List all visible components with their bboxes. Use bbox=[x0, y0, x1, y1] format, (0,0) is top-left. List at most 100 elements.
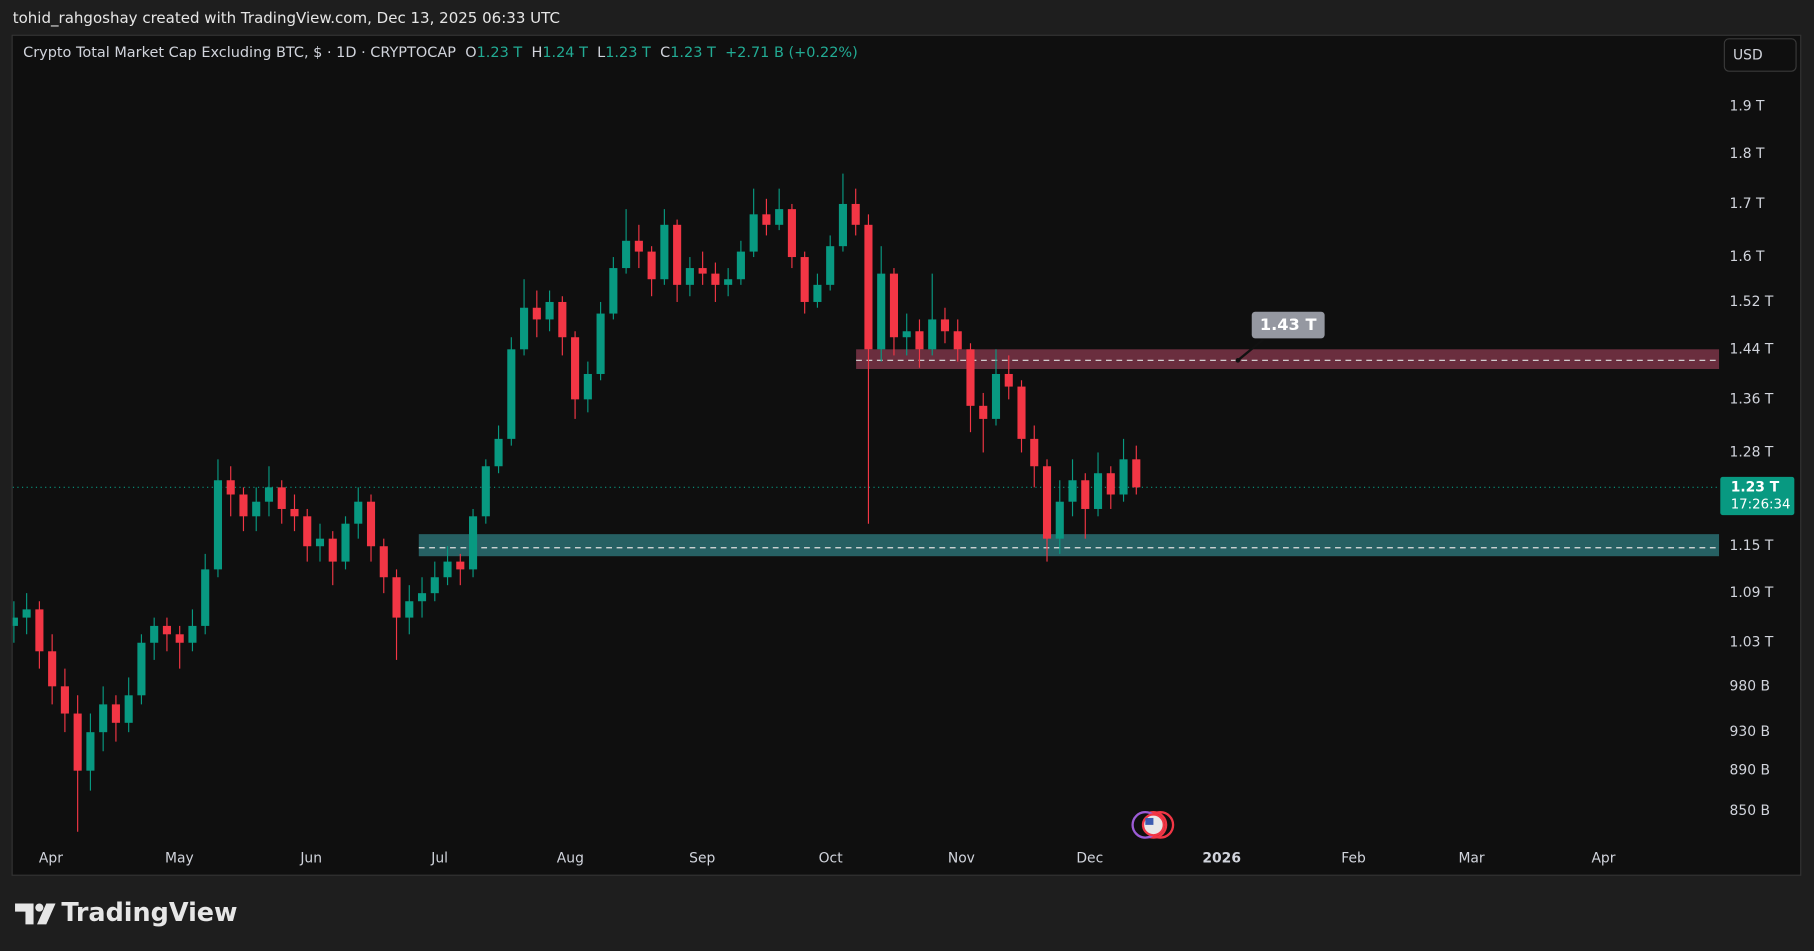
candle-body bbox=[609, 268, 618, 314]
candle-body bbox=[86, 732, 95, 771]
candle-body bbox=[724, 279, 733, 285]
y-tick-label: 1.7 T bbox=[1730, 196, 1765, 212]
annotation-dot bbox=[1235, 358, 1241, 363]
last-price-badge bbox=[1720, 476, 1795, 516]
ohlc-key: O bbox=[465, 45, 476, 61]
candle-body bbox=[813, 284, 822, 302]
candle-body bbox=[392, 577, 401, 618]
y-tick-label: 1.15 T bbox=[1730, 538, 1774, 554]
chart-title: Crypto Total Market Cap Excluding BTC, $… bbox=[23, 45, 456, 61]
candle-body bbox=[851, 203, 860, 225]
candle-body bbox=[73, 713, 82, 771]
candle-body bbox=[456, 561, 465, 570]
x-tick-label: Aug bbox=[557, 850, 584, 866]
x-tick-label: Jun bbox=[299, 850, 322, 866]
candle-body bbox=[685, 268, 694, 285]
candle-body bbox=[277, 487, 286, 509]
candle-body bbox=[341, 523, 350, 562]
ohlc-value: 1.23 T bbox=[605, 45, 651, 61]
y-tick-label: 1.6 T bbox=[1730, 249, 1765, 265]
candle-body bbox=[736, 251, 745, 280]
candle-body bbox=[303, 516, 312, 547]
currency-label[interactable]: USD bbox=[1733, 48, 1763, 64]
x-tick-label: Apr bbox=[1591, 850, 1615, 866]
candle-body bbox=[1017, 386, 1026, 439]
candle-body bbox=[162, 625, 171, 635]
candle-body bbox=[698, 268, 707, 274]
x-tick-label: Mar bbox=[1458, 850, 1484, 866]
candle-body bbox=[1068, 480, 1077, 502]
candle-body bbox=[596, 313, 605, 374]
candle-body bbox=[111, 704, 120, 723]
candle-body bbox=[60, 686, 69, 714]
candle-body bbox=[787, 209, 796, 258]
candle-body bbox=[826, 246, 835, 285]
candle-body bbox=[889, 273, 899, 338]
y-tick-label: 850 B bbox=[1730, 803, 1770, 819]
candle-body bbox=[775, 209, 784, 225]
y-tick-label: 930 B bbox=[1730, 724, 1770, 740]
countdown: 17:26:34 bbox=[1731, 498, 1791, 513]
candle-body bbox=[481, 466, 490, 517]
ohlc-value: 1.23 T bbox=[477, 45, 523, 61]
brand-name: TradingView bbox=[61, 898, 237, 928]
candle-body bbox=[315, 538, 325, 547]
candle-body bbox=[264, 487, 274, 502]
candle-body bbox=[99, 704, 108, 733]
candle-body bbox=[507, 349, 516, 439]
last-price-label: 1.23 T bbox=[1731, 479, 1780, 495]
y-tick-label: 1.03 T bbox=[1730, 635, 1774, 651]
x-tick-label: Dec bbox=[1076, 850, 1103, 866]
candle-body bbox=[150, 625, 159, 643]
candle-body bbox=[979, 405, 988, 419]
candle-body bbox=[749, 214, 758, 252]
candle-body bbox=[201, 569, 210, 626]
x-tick-label: Jul bbox=[430, 850, 448, 866]
candle-body bbox=[953, 331, 962, 350]
candle-body bbox=[290, 508, 299, 517]
ohlc-key: H bbox=[531, 45, 542, 61]
y-tick-label: 890 B bbox=[1730, 763, 1770, 779]
candle-body bbox=[634, 240, 643, 252]
candle-body bbox=[520, 307, 529, 350]
x-tick-label: Sep bbox=[689, 850, 715, 866]
candle-body bbox=[35, 609, 44, 652]
ohlc-key: L bbox=[597, 45, 605, 61]
candle-body bbox=[1030, 438, 1039, 467]
zone bbox=[856, 349, 1720, 369]
x-tick-label: 2026 bbox=[1202, 850, 1241, 866]
candle-body bbox=[1004, 373, 1013, 387]
annotation-box bbox=[1251, 311, 1325, 339]
change: +2.71 B (+0.22%) bbox=[725, 45, 858, 61]
candle-body bbox=[1106, 473, 1115, 495]
candle-body bbox=[1093, 473, 1103, 509]
zone bbox=[418, 534, 1720, 557]
candle-body bbox=[1081, 480, 1090, 509]
y-tick-label: 1.09 T bbox=[1730, 585, 1774, 601]
candle-body bbox=[443, 561, 452, 578]
candle-body bbox=[532, 307, 541, 320]
annotation-pointer bbox=[1237, 338, 1265, 362]
x-tick-label: May bbox=[165, 850, 194, 866]
x-tick-label: Apr bbox=[39, 850, 63, 866]
y-tick-label: 980 B bbox=[1730, 678, 1770, 694]
candle-body bbox=[188, 625, 197, 643]
ohlc-key: C bbox=[660, 45, 670, 61]
currency-button[interactable] bbox=[1723, 38, 1797, 72]
candle-body bbox=[379, 546, 388, 578]
candle-body bbox=[124, 695, 133, 723]
candle-body bbox=[928, 319, 937, 350]
candle-body bbox=[622, 240, 631, 269]
y-tick-label: 1.52 T bbox=[1730, 294, 1774, 310]
candle-body bbox=[1119, 459, 1128, 495]
candle-body bbox=[571, 337, 580, 400]
candle-body bbox=[48, 651, 57, 687]
candle-body bbox=[226, 480, 235, 495]
candle-body bbox=[175, 634, 184, 643]
candle-body bbox=[252, 501, 261, 517]
candle-body bbox=[494, 438, 503, 467]
legend-line: Crypto Total Market Cap Excluding BTC, $… bbox=[23, 45, 858, 61]
candle-body bbox=[417, 593, 427, 602]
